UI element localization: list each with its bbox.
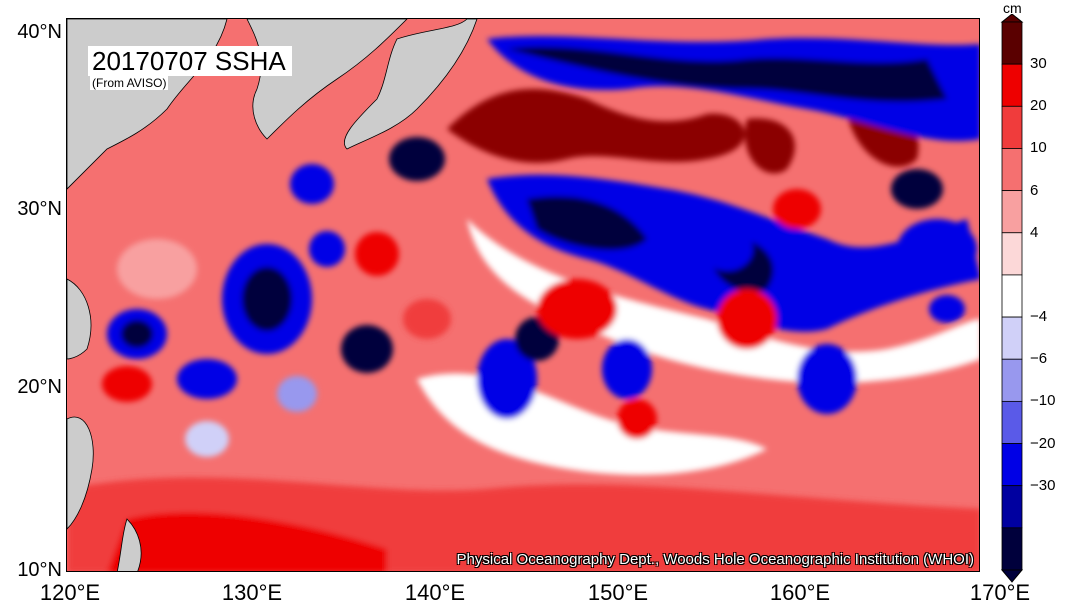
colorbar-swatch (1001, 485, 1023, 529)
colorbar-swatch (1001, 316, 1023, 360)
colorbar-tick-label: 4 (1030, 223, 1039, 241)
lat-label-30: 30°N (17, 198, 62, 220)
ssha-map (67, 19, 979, 571)
anomaly-patches (67, 36, 979, 571)
colorbar-tick-label: −4 (1030, 308, 1048, 326)
colorbar-tick-label: −6 (1030, 350, 1048, 368)
lon-label-170: 170°E (969, 580, 1031, 605)
colorbar-swatch (1001, 148, 1023, 192)
colorbar-swatch (1001, 274, 1023, 318)
colorbar-swatch (1001, 358, 1023, 402)
lat-label-40: 40°N (17, 21, 62, 43)
lon-label-150: 150°E (587, 580, 649, 605)
colorbar-bottom-arrow (1000, 569, 1024, 583)
lon-label-140: 140°E (404, 580, 466, 605)
colorbar-swatch (1001, 527, 1023, 571)
colorbar-tick-label: 10 (1030, 139, 1047, 157)
credit-text: Physical Oceanography Dept., Woods Hole … (456, 551, 974, 568)
colorbar-swatch (1001, 443, 1023, 487)
colorbar-top-arrow (1000, 14, 1024, 23)
colorbar-swatch (1001, 232, 1023, 276)
colorbar-swatch (1001, 190, 1023, 234)
lon-label-120: 120°E (39, 580, 101, 605)
colorbar-swatch (1001, 63, 1023, 107)
colorbar-unit: cm (1003, 0, 1022, 16)
colorbar-tick-label: −10 (1030, 392, 1056, 410)
colorbar-swatch (1001, 400, 1023, 444)
lon-label-160: 160°E (769, 580, 831, 605)
lat-label-10: 10°N (17, 559, 62, 581)
lon-label-130: 130°E (221, 580, 283, 605)
colorbar (1000, 14, 1024, 583)
colorbar-swatch (1001, 105, 1023, 149)
map-panel (66, 18, 980, 572)
map-title: 20170707 SSHA (88, 46, 292, 76)
colorbar-tick-label: −30 (1030, 476, 1056, 494)
colorbar-tick-label: 20 (1030, 97, 1047, 115)
lat-label-20: 20°N (17, 376, 62, 398)
map-subtitle: (From AVISO) (90, 76, 169, 90)
colorbar-swatch (1001, 21, 1023, 65)
colorbar-tick-label: −20 (1030, 434, 1056, 452)
colorbar-tick-label: 6 (1030, 181, 1039, 199)
colorbar-tick-label: 30 (1030, 55, 1047, 73)
